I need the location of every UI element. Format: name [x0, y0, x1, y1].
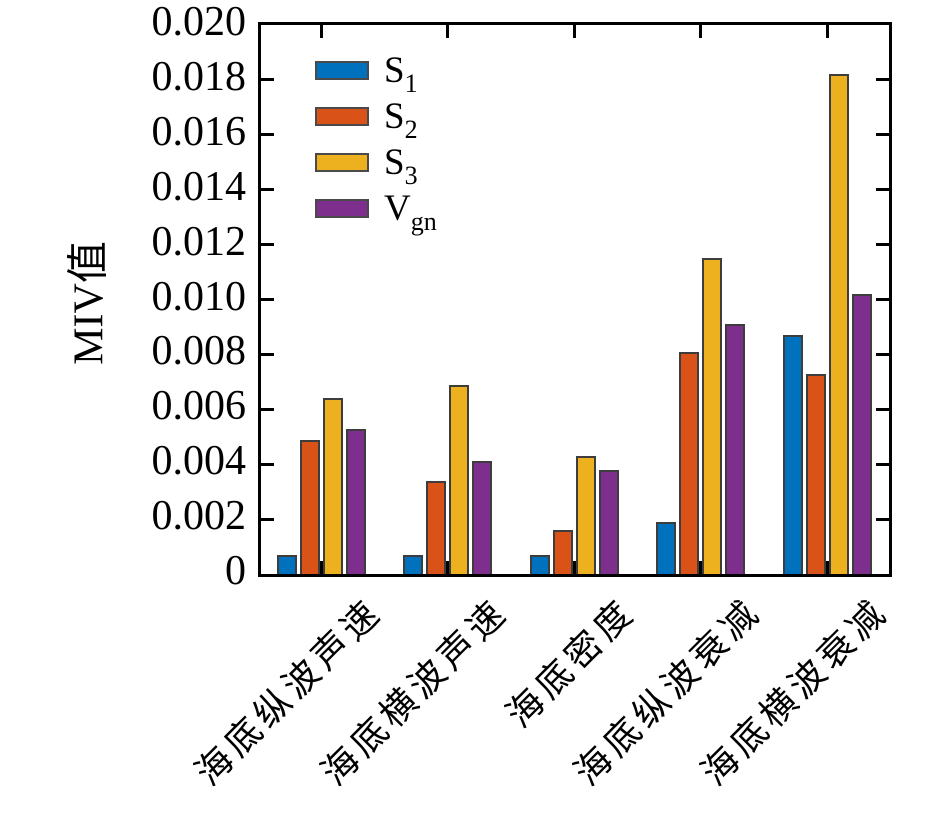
y-tick-mark	[261, 188, 274, 192]
legend-item-vgn: Vgn	[315, 187, 437, 236]
legend: S1 S2 S3 Vgn	[315, 52, 437, 236]
legend-swatch-s1	[315, 60, 369, 80]
y-tick-mark	[876, 462, 889, 466]
bar-s3-4	[828, 74, 849, 574]
x-tick-mark	[572, 25, 576, 38]
y-tick-label: 0.002	[151, 493, 247, 540]
bar-s2-1	[426, 480, 446, 574]
x-tick-mark	[572, 561, 576, 574]
legend-item-s1: S1	[315, 49, 437, 98]
bar-s1-3	[656, 521, 676, 574]
bar-s2-4	[805, 373, 826, 574]
y-tick-mark	[261, 78, 274, 82]
bar-s1-4	[782, 335, 803, 574]
y-tick-label: 0.006	[151, 383, 247, 430]
y-tick-label: 0.016	[151, 108, 247, 155]
y-tick-label: 0.014	[151, 163, 247, 210]
legend-label-vgn: Vgn	[384, 187, 437, 236]
x-tick-mark	[319, 561, 323, 574]
y-tick-label: 0.012	[151, 218, 247, 265]
legend-label-s2: S2	[384, 95, 418, 144]
bar-s3-2	[575, 455, 596, 574]
y-tick-label: 0	[225, 548, 246, 594]
y-tick-mark	[876, 243, 889, 247]
legend-label-s1: S1	[384, 49, 418, 98]
x-tick-mark	[319, 25, 323, 38]
y-tick-mark	[876, 517, 889, 521]
y-tick-mark	[261, 352, 274, 356]
x-tick-mark	[825, 561, 829, 574]
y-tick-mark	[261, 517, 274, 521]
bar-s2-3	[679, 351, 699, 574]
legend-label-s3: S3	[384, 141, 418, 190]
bar-s1-2	[529, 554, 550, 574]
x-tick-mark	[699, 561, 702, 574]
x-tick-mark	[699, 25, 702, 38]
x-tick-mark	[825, 25, 829, 38]
y-tick-label: 0.020	[151, 0, 247, 45]
y-tick-mark	[876, 352, 889, 356]
x-tick-mark	[446, 561, 449, 574]
y-tick-mark	[261, 133, 274, 137]
legend-item-s3: S3	[315, 141, 437, 190]
y-tick-mark	[876, 298, 889, 301]
y-tick-mark	[261, 462, 274, 466]
y-tick-mark	[876, 407, 889, 411]
bar-s3-3	[702, 258, 722, 574]
y-tick-label: 0.004	[151, 438, 247, 485]
x-tick-mark	[446, 25, 449, 38]
y-tick-mark	[261, 407, 274, 411]
y-tick-label: 0.008	[151, 328, 247, 375]
y-tick-mark	[876, 188, 889, 192]
bar-vgn-4	[851, 294, 872, 574]
legend-swatch-vgn	[315, 198, 369, 218]
y-tick-mark	[876, 133, 889, 137]
y-tick-mark	[876, 78, 889, 82]
bar-s1-1	[403, 554, 423, 574]
bar-vgn-0	[345, 428, 366, 574]
bar-s2-0	[299, 439, 320, 574]
plot-area: S1 S2 S3 Vgn	[258, 22, 892, 577]
legend-item-s2: S2	[315, 95, 437, 144]
y-tick-mark	[261, 298, 274, 301]
legend-swatch-s3	[315, 152, 369, 172]
y-tick-label: 0.010	[151, 273, 247, 320]
bar-s3-1	[449, 384, 469, 574]
bar-s2-2	[552, 530, 573, 574]
y-tick-label: 0.018	[151, 53, 247, 100]
legend-swatch-s2	[315, 106, 369, 126]
bar-vgn-2	[598, 469, 619, 574]
bar-vgn-1	[472, 461, 492, 574]
y-tick-mark	[261, 243, 274, 247]
bar-vgn-3	[725, 324, 745, 574]
bar-s1-0	[276, 554, 297, 574]
bar-s3-0	[322, 398, 343, 574]
